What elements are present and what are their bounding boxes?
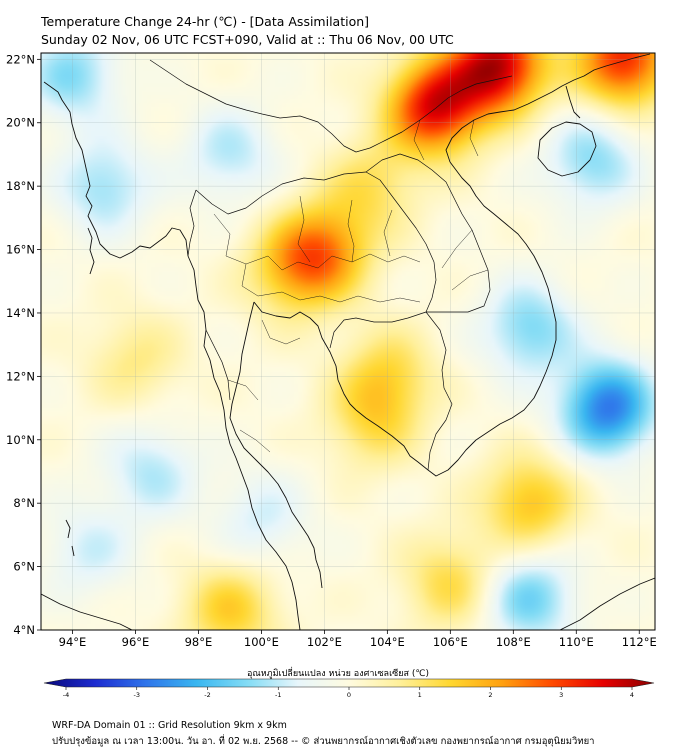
- colorbar-tick-label: -2: [204, 691, 210, 699]
- lon-label: 104°E: [370, 635, 405, 649]
- colorbar-tick-label: 3: [559, 691, 563, 699]
- map-subtitle: Sunday 02 Nov, 06 UTC FCST+090, Valid at…: [41, 32, 454, 47]
- lat-label: 6°N: [13, 560, 35, 574]
- border-thai-cambodia: [329, 311, 427, 349]
- lat-label: 22°N: [6, 52, 35, 66]
- coastline-gulf: [229, 301, 357, 589]
- lat-label: 12°N: [6, 369, 35, 383]
- colorbar-tick-label: 1: [418, 691, 422, 699]
- colorbar-tick-label: -3: [134, 691, 140, 699]
- footer-credit: ปรับปรุงข้อมูล ณ เวลา 13:00น. วัน อา. ที…: [52, 736, 595, 747]
- colorbar-tick-label: 2: [488, 691, 492, 699]
- coastline-sumatra: [41, 593, 133, 630]
- lon-label: 102°E: [307, 635, 342, 649]
- lon-label: 94°E: [59, 635, 87, 649]
- lon-label: 108°E: [496, 635, 531, 649]
- colorbar-tick-label: 4: [630, 691, 634, 699]
- colorbar-strip: [43, 678, 655, 688]
- lon-label: 110°E: [559, 635, 594, 649]
- coastline-leizhou: [565, 85, 581, 119]
- colorbar-tick-label: -1: [275, 691, 281, 699]
- lon-label: 112°E: [622, 635, 657, 649]
- border-laos-vietnam: [365, 153, 491, 313]
- coastline-tonkin: [445, 53, 651, 163]
- colorbar-title: อุณหภูมิเปลี่ยนแปลง หน่วย องศาเซลเซียส (…: [246, 669, 430, 679]
- temperature-change-map: 22°N 20°N 18°N 16°N 14°N 12°N 10°N 8°N 6°N 4°N 94°…: [6, 52, 657, 649]
- lat-label: 10°N: [6, 433, 35, 447]
- provincial-lines: [213, 119, 489, 453]
- lat-label: 20°N: [6, 116, 35, 130]
- lat-label: 8°N: [13, 496, 35, 510]
- colorbar-tick-label: 0: [347, 691, 351, 699]
- border-cambodia-vietnam: [425, 311, 453, 471]
- coastline-borneo: [559, 577, 655, 630]
- footer-model-info: WRF-DA Domain 01 :: Grid Resolution 9km …: [52, 720, 287, 731]
- lon-label: 96°E: [122, 635, 150, 649]
- colorbar: -4 -3 -2 -1 0 1 2 3 4: [43, 678, 655, 699]
- coastlines-and-borders: [41, 53, 655, 630]
- colorbar-ticks: -4 -3 -2 -1 0 1 2 3 4: [63, 687, 634, 699]
- graticule: [41, 53, 655, 630]
- lon-label: 106°E: [433, 635, 468, 649]
- lat-label: 18°N: [6, 179, 35, 193]
- border-china: [149, 59, 513, 153]
- map-title: Temperature Change 24-hr (℃) - [Data Ass…: [41, 14, 370, 29]
- temperature-field: [41, 53, 655, 630]
- andaman-islands: [65, 227, 95, 557]
- colorbar-tick-label: -4: [63, 691, 69, 699]
- lat-label: 16°N: [6, 243, 35, 257]
- lat-label: 14°N: [6, 306, 35, 320]
- lon-label: 98°E: [185, 635, 213, 649]
- border-myanmar-thai: [187, 189, 231, 401]
- axis-labels: 22°N 20°N 18°N 16°N 14°N 12°N 10°N 8°N 6°N 4°N 94°…: [6, 52, 657, 649]
- lon-label: 100°E: [244, 635, 279, 649]
- map-frame: [40, 52, 656, 631]
- lat-label: 4°N: [13, 623, 35, 637]
- coastline-indochina-south: [355, 161, 557, 477]
- coastline-hainan: [537, 121, 597, 177]
